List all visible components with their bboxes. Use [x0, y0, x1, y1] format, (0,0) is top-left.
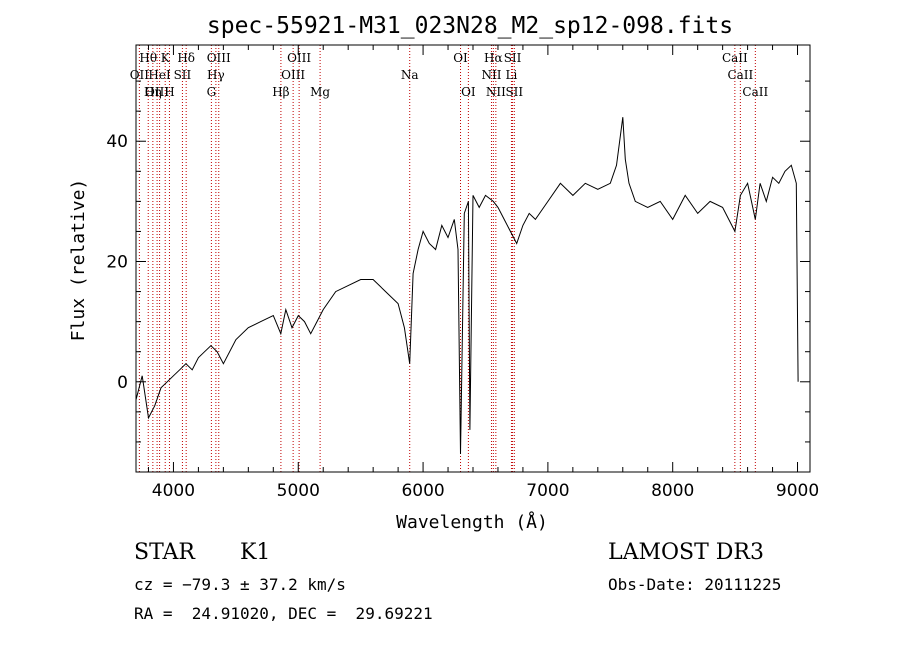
y-tick-label: 20 — [106, 253, 128, 273]
chart-title: spec-55921-M31_023N28_M2_sp12-098.fits — [207, 13, 733, 39]
x-tick-label: 6000 — [401, 481, 444, 501]
line-label: Hη — [144, 85, 162, 99]
line-label: OIII — [207, 51, 231, 65]
x-tick-label: 9000 — [776, 481, 819, 501]
line-label: K — [161, 51, 171, 65]
line-label: NII — [486, 85, 506, 99]
line-label: OII — [130, 68, 150, 82]
line-label: OIII — [145, 85, 169, 99]
line-label: SII — [504, 51, 522, 65]
line-label: CaII — [727, 68, 753, 82]
line-label: OIII — [281, 68, 305, 82]
line-markers — [138, 45, 756, 472]
line-label: OIII — [287, 51, 311, 65]
x-tick-label: 8000 — [651, 481, 694, 501]
x-tick-label: 7000 — [526, 481, 569, 501]
observation-date: Obs-Date: 20111225 — [608, 575, 782, 594]
line-label: NII — [481, 68, 501, 82]
y-tick-label: 40 — [106, 132, 128, 152]
object-subclass: K1 — [240, 540, 271, 565]
plot-frame — [135, 44, 811, 473]
x-tick-label: 5000 — [277, 481, 320, 501]
line-label: OI — [461, 85, 476, 99]
line-label: Na — [401, 68, 419, 82]
line-label: CaII — [742, 85, 768, 99]
line-label: Hβ — [272, 85, 289, 99]
y-tick-label: 0 — [117, 373, 128, 393]
line-label: HeI — [148, 68, 171, 82]
line-label: Mg — [310, 85, 330, 99]
redshift-value: cz = −79.3 ± 37.2 km/s — [134, 575, 346, 594]
line-label: Li — [506, 68, 518, 82]
y-axis: 0 20 40 — [106, 80, 810, 443]
line-label: SII — [174, 68, 192, 82]
x-axis: 4000 5000 6000 7000 8000 9000 — [147, 45, 819, 501]
spectrum-series-line — [135, 117, 799, 455]
line-label: Hδ — [177, 51, 195, 65]
line-label: H — [164, 85, 174, 99]
line-label: CaII — [722, 51, 748, 65]
line-label: Hα — [484, 51, 503, 65]
line-label: SII — [505, 85, 523, 99]
line-label: Hγ — [207, 68, 225, 82]
object-class: STAR — [134, 540, 195, 565]
line-label: G — [207, 85, 217, 99]
line-label: OI — [453, 51, 468, 65]
y-axis-label: Flux (relative) — [68, 179, 89, 342]
coordinates: RA = 24.91020, DEC = 29.69221 — [134, 604, 433, 623]
line-label: Hθ — [139, 51, 157, 65]
x-axis-label: Wavelength (Å) — [396, 511, 548, 533]
survey-name: LAMOST DR3 — [608, 540, 764, 565]
x-tick-label: 4000 — [152, 481, 195, 501]
